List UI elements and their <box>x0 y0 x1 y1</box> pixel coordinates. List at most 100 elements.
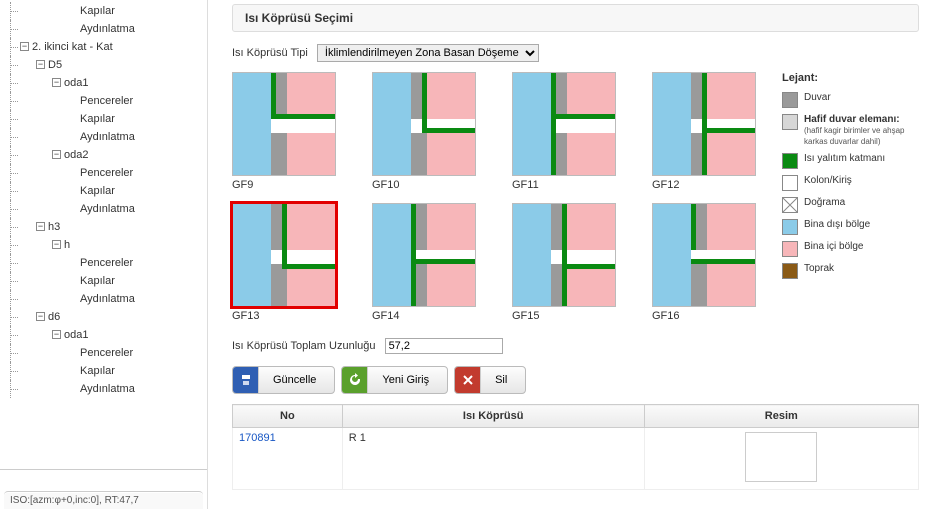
thumb-cell: GF9 <box>232 72 344 197</box>
length-input[interactable] <box>385 338 503 354</box>
tree-node[interactable]: −h3 <box>4 218 207 236</box>
tree-node[interactable]: Aydınlatma <box>4 128 207 146</box>
bridge-thumbnail[interactable] <box>232 72 336 176</box>
bridge-thumbnail[interactable] <box>372 72 476 176</box>
legend-row: Duvar <box>782 92 919 108</box>
tree-toggle-icon[interactable]: − <box>36 60 45 69</box>
tree-view[interactable]: KapılarAydınlatma−2. ikinci kat - Kat−D5… <box>0 0 207 465</box>
tree-node-label: Pencereler <box>80 95 133 107</box>
tree-node-label: oda1 <box>64 77 88 89</box>
tree-node[interactable]: Kapılar <box>4 110 207 128</box>
tree-node-label: Kapılar <box>80 5 115 17</box>
tree-node-label: Pencereler <box>80 257 133 269</box>
thumb-label: GF15 <box>512 307 624 328</box>
legend-swatch <box>782 241 798 257</box>
tree-node-label: D5 <box>48 59 62 71</box>
row-link[interactable]: 170891 <box>239 432 276 444</box>
tree-toggle-icon[interactable]: − <box>52 330 61 339</box>
tree-toggle-icon[interactable]: − <box>20 42 29 51</box>
legend-row: Bina dışı bölge <box>782 219 919 235</box>
tree-node-label: Aydınlatma <box>80 23 135 35</box>
thumb-label: GF11 <box>512 176 624 197</box>
tree-node[interactable]: −2. ikinci kat - Kat <box>4 38 207 56</box>
tree-node[interactable]: Pencereler <box>4 92 207 110</box>
row-thumbnail <box>745 432 817 482</box>
bridge-thumbnail[interactable] <box>232 203 336 307</box>
legend-label: Bina içi bölge <box>804 241 863 252</box>
tree-node[interactable]: Aydınlatma <box>4 20 207 38</box>
tree-toggle-icon[interactable]: − <box>36 222 45 231</box>
legend-swatch <box>782 219 798 235</box>
bridge-thumbnail[interactable] <box>652 72 756 176</box>
type-label: Isı Köprüsü Tipi <box>232 47 308 59</box>
divider <box>0 469 207 491</box>
save-icon <box>233 367 259 393</box>
tree-node-label: Kapılar <box>80 275 115 287</box>
legend-swatch <box>782 114 798 130</box>
tree-node[interactable]: Kapılar <box>4 2 207 20</box>
bridge-thumbnail[interactable] <box>652 203 756 307</box>
tree-node[interactable]: Pencereler <box>4 344 207 362</box>
length-label: Isı Köprüsü Toplam Uzunluğu <box>232 340 376 352</box>
thumb-label: GF12 <box>652 176 764 197</box>
legend-label: Isı yalıtım katmanı <box>804 153 885 164</box>
reset-icon <box>342 367 368 393</box>
update-label: Güncelle <box>259 374 334 386</box>
tree-node[interactable]: −oda1 <box>4 326 207 344</box>
tree-node-label: 2. ikinci kat - Kat <box>32 41 113 53</box>
legend-label: Kolon/Kiriş <box>804 175 852 186</box>
legend-row: Toprak <box>782 263 919 279</box>
thumb-cell: GF11 <box>512 72 624 197</box>
tree-node[interactable]: Pencereler <box>4 164 207 182</box>
thumb-label: GF16 <box>652 307 764 328</box>
type-select[interactable]: İklimlendirilmeyen Zona Basan Döşeme <box>317 44 539 62</box>
tree-toggle-icon[interactable]: − <box>36 312 45 321</box>
tree-node-label: oda2 <box>64 149 88 161</box>
bridge-thumbnail[interactable] <box>372 203 476 307</box>
tree-node[interactable]: −h <box>4 236 207 254</box>
legend: Lejant: Duvar Hafif duvar elemanı:(hafif … <box>782 72 919 285</box>
tree-panel: KapılarAydınlatma−2. ikinci kat - Kat−D5… <box>0 0 208 509</box>
table-row: 170891 R 1 <box>233 428 919 490</box>
button-row: Güncelle Yeni Giriş Sil <box>232 366 919 394</box>
tree-node[interactable]: −d6 <box>4 308 207 326</box>
thumb-cell: GF15 <box>512 203 624 328</box>
tree-toggle-icon[interactable]: − <box>52 78 61 87</box>
tree-node[interactable]: Pencereler <box>4 254 207 272</box>
update-button[interactable]: Güncelle <box>232 366 335 394</box>
legend-row: Hafif duvar elemanı:(hafif kagir birimle… <box>782 114 919 147</box>
bridge-thumbnail[interactable] <box>512 72 616 176</box>
tree-node[interactable]: −oda2 <box>4 146 207 164</box>
legend-swatch <box>782 263 798 279</box>
legend-title: Lejant: <box>782 72 919 84</box>
row-bridge: R 1 <box>342 428 644 490</box>
tree-node-label: Kapılar <box>80 365 115 377</box>
thumb-cell: GF16 <box>652 203 764 328</box>
tree-node[interactable]: Kapılar <box>4 182 207 200</box>
tree-node-label: Kapılar <box>80 113 115 125</box>
tree-node[interactable]: −oda1 <box>4 74 207 92</box>
thumb-cell: GF10 <box>372 72 484 197</box>
tree-node-label: h3 <box>48 221 60 233</box>
delete-button[interactable]: Sil <box>454 366 526 394</box>
tree-node[interactable]: Aydınlatma <box>4 380 207 398</box>
tree-toggle-icon[interactable]: − <box>52 150 61 159</box>
legend-swatch <box>782 92 798 108</box>
bridge-thumbnail[interactable] <box>512 203 616 307</box>
tree-node[interactable]: Aydınlatma <box>4 290 207 308</box>
status-bar: ISO:[azm:φ+0,inc:0], RT:47,7 <box>4 491 203 509</box>
tree-node[interactable]: Kapılar <box>4 272 207 290</box>
thumb-cell: GF12 <box>652 72 764 197</box>
tree-node[interactable]: Aydınlatma <box>4 200 207 218</box>
row-image-cell <box>644 428 918 490</box>
tree-node[interactable]: −D5 <box>4 56 207 74</box>
legend-row: Kolon/Kiriş <box>782 175 919 191</box>
new-button[interactable]: Yeni Giriş <box>341 366 448 394</box>
thumb-label: GF9 <box>232 176 344 197</box>
table-header: Resim <box>644 405 918 428</box>
thumbnail-grid: GF9GF10GF11GF12GF13GF14GF15GF16 <box>232 72 764 328</box>
tree-node[interactable]: Kapılar <box>4 362 207 380</box>
legend-label: Duvar <box>804 92 831 103</box>
tree-toggle-icon[interactable]: − <box>52 240 61 249</box>
tree-node-label: Pencereler <box>80 347 133 359</box>
